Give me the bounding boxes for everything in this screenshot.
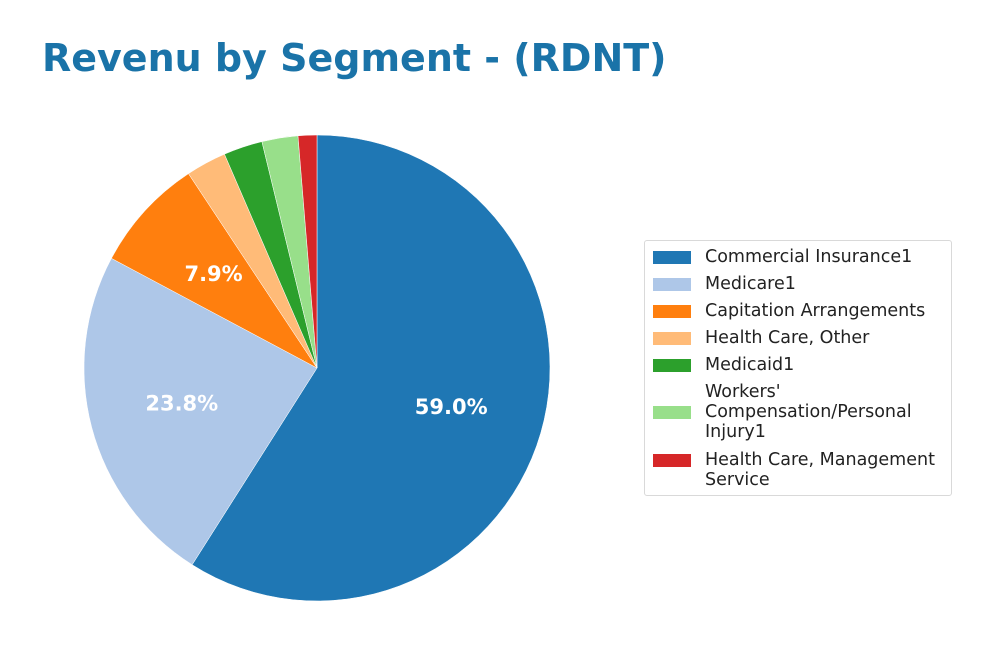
legend-swatch-0 bbox=[653, 251, 691, 264]
pie-slice-1 bbox=[83, 257, 318, 566]
legend-swatch-2 bbox=[653, 305, 691, 318]
legend-item-5: Workers' Compensation/Personal Injury1 bbox=[653, 382, 912, 442]
pie-slice-2 bbox=[111, 173, 318, 369]
chart-title: Revenu by Segment - (RDNT) bbox=[42, 36, 667, 80]
slice-label-1: 23.8% bbox=[145, 392, 218, 416]
slice-label-2: 7.9% bbox=[184, 262, 242, 286]
pie-slice-0 bbox=[191, 134, 551, 602]
legend-item-3: Health Care, Other bbox=[653, 328, 869, 348]
legend-swatch-1 bbox=[653, 278, 691, 291]
legend-swatch-5 bbox=[653, 406, 691, 419]
legend-swatch-6 bbox=[653, 454, 691, 467]
legend-item-4: Medicaid1 bbox=[653, 355, 794, 375]
legend-item-2: Capitation Arrangements bbox=[653, 301, 925, 321]
legend-label-4: Medicaid1 bbox=[705, 355, 795, 375]
pie-slice-6 bbox=[297, 134, 318, 369]
legend-label-1: Medicare1 bbox=[705, 274, 796, 294]
legend-item-6: Health Care, Management Service bbox=[653, 450, 935, 490]
legend-label-3: Health Care, Other bbox=[705, 328, 870, 348]
legend-label-5: Workers' Compensation/Personal Injury1 bbox=[705, 382, 912, 442]
legend-item-1: Medicare1 bbox=[653, 274, 796, 294]
legend-label-2: Capitation Arrangements bbox=[705, 301, 926, 321]
legend-swatch-4 bbox=[653, 359, 691, 372]
chart-legend: Commercial Insurance1 Medicare1 Capitation… bbox=[644, 240, 952, 496]
legend-label-6: Health Care, Management Service bbox=[705, 450, 935, 490]
legend-label-0: Commercial Insurance1 bbox=[705, 247, 913, 267]
legend-swatch-3 bbox=[653, 332, 691, 345]
legend-item-0: Commercial Insurance1 bbox=[653, 247, 912, 267]
slice-label-0: 59.0% bbox=[415, 395, 488, 419]
